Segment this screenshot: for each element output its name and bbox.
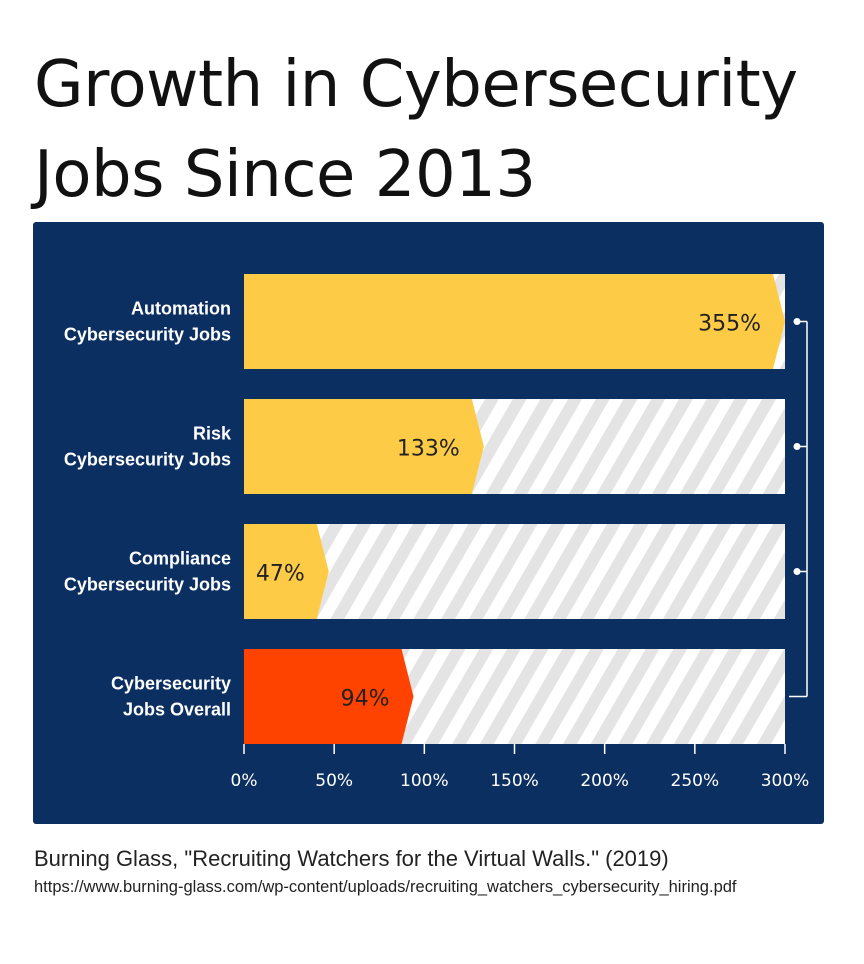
- bar-value-label: 47%: [256, 562, 305, 587]
- category-label: Risk: [193, 424, 232, 444]
- x-tick-label: 200%: [580, 771, 629, 791]
- bar-chart: 355% Automation Cybersecurity Jobs 133% Risk…: [64, 274, 810, 791]
- category-label: Cybersecurity Jobs: [64, 450, 231, 470]
- x-tick-label: 250%: [671, 771, 720, 791]
- category-label: Cybersecurity Jobs: [64, 325, 231, 345]
- bracket-dot: [793, 568, 801, 575]
- bracket-dot: [793, 318, 801, 325]
- x-tick-label: 100%: [400, 771, 449, 791]
- bar-track: [244, 524, 785, 619]
- chart-title-line-1: Growth in Cybersecurity: [34, 48, 798, 122]
- chart-title-line-2: Jobs Since 2013: [34, 138, 536, 212]
- category-label: Compliance: [129, 549, 231, 569]
- category-label: Cybersecurity Jobs: [64, 575, 231, 595]
- x-tick-label: 0%: [231, 771, 258, 791]
- source-citation: Burning Glass, "Recruiting Watchers for …: [34, 846, 669, 871]
- bar-value-label: 355%: [698, 312, 761, 337]
- bar: [244, 524, 329, 619]
- bar-value-label: 94%: [341, 687, 390, 712]
- category-label: Automation: [131, 299, 231, 319]
- x-tick-label: 300%: [761, 771, 810, 791]
- source-url: https://www.burning-glass.com/wp-content…: [34, 878, 737, 896]
- x-tick-label: 50%: [315, 771, 353, 791]
- category-label: Cybersecurity: [111, 674, 231, 694]
- bar: [244, 399, 484, 494]
- x-tick-label: 150%: [490, 771, 539, 791]
- chart-panel: 355% Automation Cybersecurity Jobs 133% Risk…: [33, 222, 824, 824]
- chart-title: Growth in Cybersecurity Jobs Since 2013: [34, 40, 854, 220]
- category-label: Jobs Overall: [123, 700, 231, 720]
- bar-value-label: 133%: [397, 437, 460, 462]
- bar: [244, 274, 785, 369]
- bar: [244, 649, 414, 744]
- bracket-dot: [793, 443, 801, 450]
